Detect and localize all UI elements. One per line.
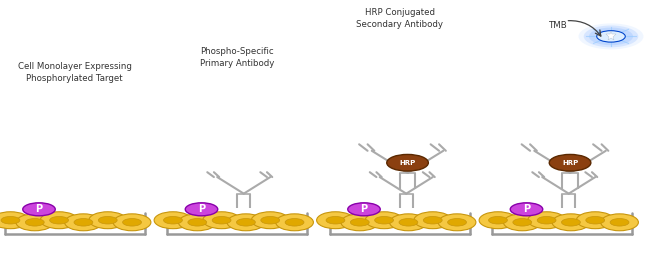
Ellipse shape [276, 214, 313, 231]
Ellipse shape [479, 212, 517, 229]
Circle shape [261, 216, 280, 224]
Ellipse shape [64, 214, 102, 231]
Circle shape [212, 216, 231, 224]
Circle shape [584, 25, 638, 47]
Circle shape [423, 216, 442, 224]
Circle shape [185, 203, 218, 216]
Ellipse shape [577, 212, 614, 229]
Ellipse shape [89, 212, 127, 229]
Circle shape [578, 23, 644, 49]
Ellipse shape [341, 214, 379, 231]
Circle shape [49, 216, 68, 224]
Ellipse shape [227, 214, 265, 231]
Text: HRP: HRP [399, 160, 416, 166]
Ellipse shape [16, 214, 54, 231]
Ellipse shape [365, 212, 403, 229]
Ellipse shape [40, 212, 78, 229]
Text: Phospho-Specific
Primary Antibody: Phospho-Specific Primary Antibody [200, 47, 274, 68]
Text: HRP Conjugated
Secondary Antibody: HRP Conjugated Secondary Antibody [356, 8, 443, 29]
Text: P: P [361, 204, 367, 214]
Circle shape [123, 218, 142, 226]
Ellipse shape [154, 212, 192, 229]
Circle shape [25, 218, 44, 226]
Ellipse shape [203, 212, 240, 229]
Circle shape [399, 218, 418, 226]
Circle shape [513, 218, 532, 226]
Circle shape [510, 203, 543, 216]
Ellipse shape [317, 212, 354, 229]
Ellipse shape [113, 214, 151, 231]
Circle shape [610, 218, 629, 226]
Circle shape [586, 216, 604, 224]
Circle shape [285, 218, 304, 226]
Circle shape [374, 216, 393, 224]
Ellipse shape [252, 212, 289, 229]
Text: P: P [36, 204, 42, 214]
Ellipse shape [414, 212, 452, 229]
Circle shape [237, 218, 255, 226]
Circle shape [1, 216, 20, 224]
Ellipse shape [504, 214, 541, 231]
Circle shape [549, 154, 591, 171]
Text: Cell Monolayer Expressing
Phosphorylated Target: Cell Monolayer Expressing Phosphorylated… [18, 62, 132, 83]
Circle shape [348, 203, 380, 216]
Ellipse shape [552, 214, 590, 231]
Ellipse shape [389, 214, 427, 231]
Circle shape [448, 218, 467, 226]
Circle shape [98, 216, 117, 224]
Ellipse shape [0, 212, 29, 229]
Ellipse shape [528, 212, 566, 229]
Circle shape [597, 31, 625, 42]
Circle shape [74, 218, 93, 226]
Circle shape [489, 216, 508, 224]
Circle shape [562, 218, 580, 226]
Circle shape [350, 218, 369, 226]
Text: HRP: HRP [562, 160, 578, 166]
Circle shape [595, 30, 627, 43]
Circle shape [537, 216, 556, 224]
Ellipse shape [601, 214, 638, 231]
Ellipse shape [438, 214, 476, 231]
Circle shape [326, 216, 345, 224]
Circle shape [188, 218, 207, 226]
Text: P: P [198, 204, 205, 214]
Circle shape [589, 28, 633, 45]
Circle shape [23, 203, 55, 216]
Circle shape [164, 216, 183, 224]
Text: TMB: TMB [549, 22, 568, 30]
Text: P: P [523, 204, 530, 214]
Circle shape [387, 154, 428, 171]
Ellipse shape [179, 214, 216, 231]
